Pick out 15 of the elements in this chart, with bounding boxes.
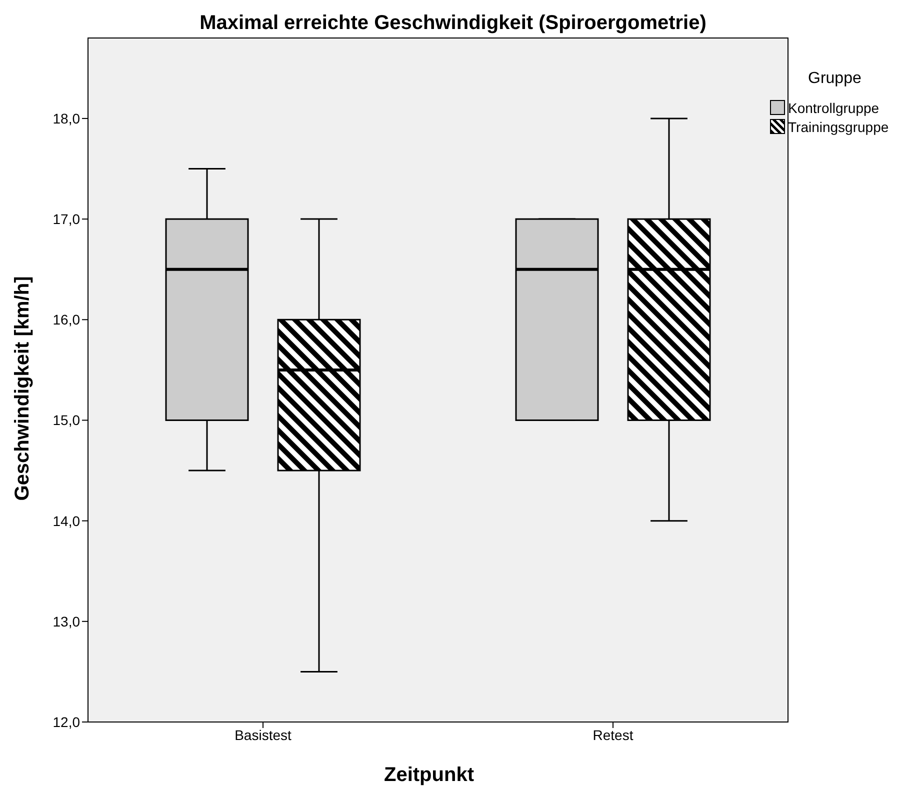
y-tick-label: 15,0 [52, 412, 80, 428]
legend-title: Gruppe [808, 70, 862, 88]
y-tick-label: 18,0 [52, 110, 80, 126]
y-axis-title: Geschwindigkeit [km/h] [12, 276, 34, 500]
y-tick-label: 13,0 [52, 613, 80, 630]
x-tick-label: Retest [592, 726, 634, 743]
legend-label: Trainingsgruppe [788, 118, 889, 134]
x-tick-label: Basistest [234, 726, 292, 743]
x-axis-title: Zeitpunkt [383, 764, 475, 787]
legend-label: Kontrollgruppe [788, 100, 880, 116]
y-tick-label: 17,0 [52, 211, 80, 228]
y-tick-label: 12,0 [52, 714, 80, 730]
chart-title: Maximal erreichte Geschwindigkeit (Spiroergometrie) [198, 12, 708, 35]
y-tick-label: 16,0 [52, 312, 80, 328]
y-tick-label: 14,0 [52, 512, 80, 529]
